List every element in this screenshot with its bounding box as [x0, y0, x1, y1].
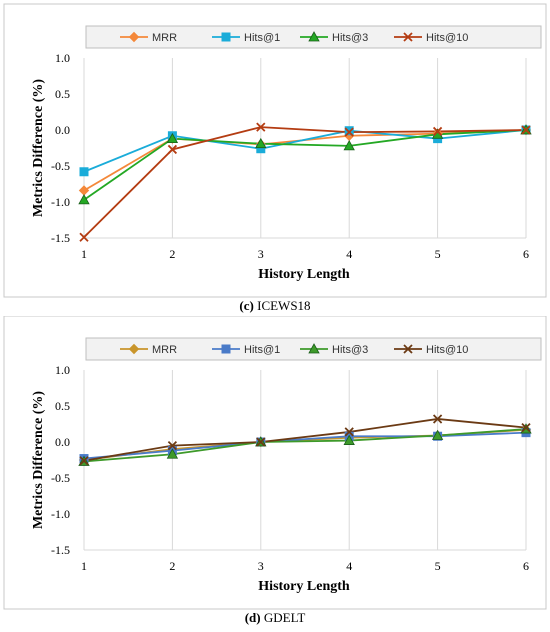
y-tick-labels: 1.0 0.5 0.0 -0.5 -1.0 -1.5: [51, 51, 70, 245]
y-tick-label: -1.0: [51, 507, 70, 521]
y-tick-label: -0.5: [51, 159, 70, 173]
y-tick-label: -1.5: [51, 231, 70, 245]
y-axis-label: Metrics Difference (%): [31, 391, 46, 529]
series-line: [83, 431, 527, 460]
legend: MRR Hits@1 Hits@3 Hits@10: [120, 343, 468, 356]
legend-swatch-marker: [221, 344, 231, 354]
legend-label: Hits@10: [426, 32, 468, 44]
y-tick-label: 0.0: [55, 435, 70, 449]
x-tick-label: 2: [169, 247, 175, 261]
chart-d: MRR Hits@1 Hits@3 Hits@10 1.0 0.5 0.0 -0.5 -1.0…: [3, 316, 547, 625]
chart-c: MRR Hits@1 Hits@3 Hits@10 1.0 0.5 0.0 -0.5 -1.0…: [3, 3, 547, 313]
data-point: [256, 437, 266, 447]
series-line: [83, 126, 527, 238]
data-point: [344, 126, 354, 136]
chart-caption: (c) ICEWS18: [239, 298, 310, 313]
data-point: [79, 456, 89, 466]
legend-swatch-marker: [308, 343, 320, 354]
legend-label: MRR: [152, 344, 177, 356]
legend-label: Hits@1: [244, 32, 280, 44]
data-point: [343, 140, 355, 151]
plot-area: [78, 370, 532, 551]
legend-swatch-marker: [308, 31, 320, 42]
data-point: [79, 167, 89, 177]
x-tick-labels: 1 2 3 4 5 6: [81, 247, 529, 261]
legend-swatch-marker: [128, 31, 140, 43]
data-point: [256, 122, 266, 132]
x-tick-labels: 1 2 3 4 5 6: [81, 559, 529, 573]
series-line: [83, 129, 527, 173]
series-line: [83, 418, 527, 462]
y-tick-labels: 1.0 0.5 0.0 -0.5 -1.0 -1.5: [51, 363, 70, 557]
data-point: [167, 144, 178, 155]
x-tick-label: 4: [346, 559, 352, 573]
legend: MRR Hits@1 Hits@3 Hits@10: [120, 31, 468, 44]
x-tick-label: 6: [523, 247, 529, 261]
legend-label: Hits@10: [426, 344, 468, 356]
y-tick-label: -1.5: [51, 543, 70, 557]
chart-frame: [3, 3, 547, 298]
data-point: [344, 127, 354, 137]
data-point: [343, 434, 355, 445]
x-tick-label: 1: [81, 559, 87, 573]
y-tick-label: 0.5: [55, 399, 70, 413]
series-line: [83, 428, 527, 463]
data-point: [166, 132, 179, 144]
series-line: [83, 129, 527, 201]
data-point: [166, 448, 179, 459]
data-point: [521, 422, 531, 433]
data-point: [255, 137, 267, 149]
legend-label: MRR: [152, 32, 177, 44]
legend-swatch-marker: [221, 32, 231, 42]
legend-swatch-marker: [403, 32, 413, 42]
chart-frame: [3, 316, 547, 610]
data-point: [432, 126, 443, 137]
y-tick-label: -0.5: [51, 471, 70, 485]
x-tick-label: 2: [169, 559, 175, 573]
data-point: [432, 414, 443, 424]
data-point: [167, 440, 178, 451]
y-tick-label: 0.0: [55, 123, 70, 137]
x-tick-label: 6: [523, 559, 529, 573]
data-point: [78, 194, 90, 205]
chart-caption: (d) GDELT: [245, 610, 306, 625]
x-axis-label: History Length: [258, 579, 350, 594]
x-tick-label: 5: [435, 559, 441, 573]
x-tick-label: 3: [258, 247, 264, 261]
y-tick-label: -1.0: [51, 195, 70, 209]
legend-swatch-marker: [128, 343, 140, 355]
x-tick-label: 1: [81, 247, 87, 261]
data-point: [79, 232, 89, 242]
x-tick-label: 4: [346, 247, 352, 261]
legend-label: Hits@1: [244, 344, 280, 356]
y-tick-label: 0.5: [55, 87, 70, 101]
y-axis-label: Metrics Difference (%): [31, 79, 46, 217]
data-point: [521, 125, 531, 135]
data-point: [344, 427, 354, 437]
legend-label: Hits@3: [332, 32, 368, 44]
x-tick-label: 5: [435, 247, 441, 261]
y-tick-label: 1.0: [55, 363, 70, 377]
data-point: [431, 429, 444, 440]
legend-swatch-marker: [403, 344, 413, 354]
x-tick-label: 3: [258, 559, 264, 573]
plot-area: [78, 58, 532, 242]
y-tick-label: 1.0: [55, 51, 70, 65]
legend-label: Hits@3: [332, 344, 368, 356]
x-axis-label: History Length: [258, 267, 350, 282]
